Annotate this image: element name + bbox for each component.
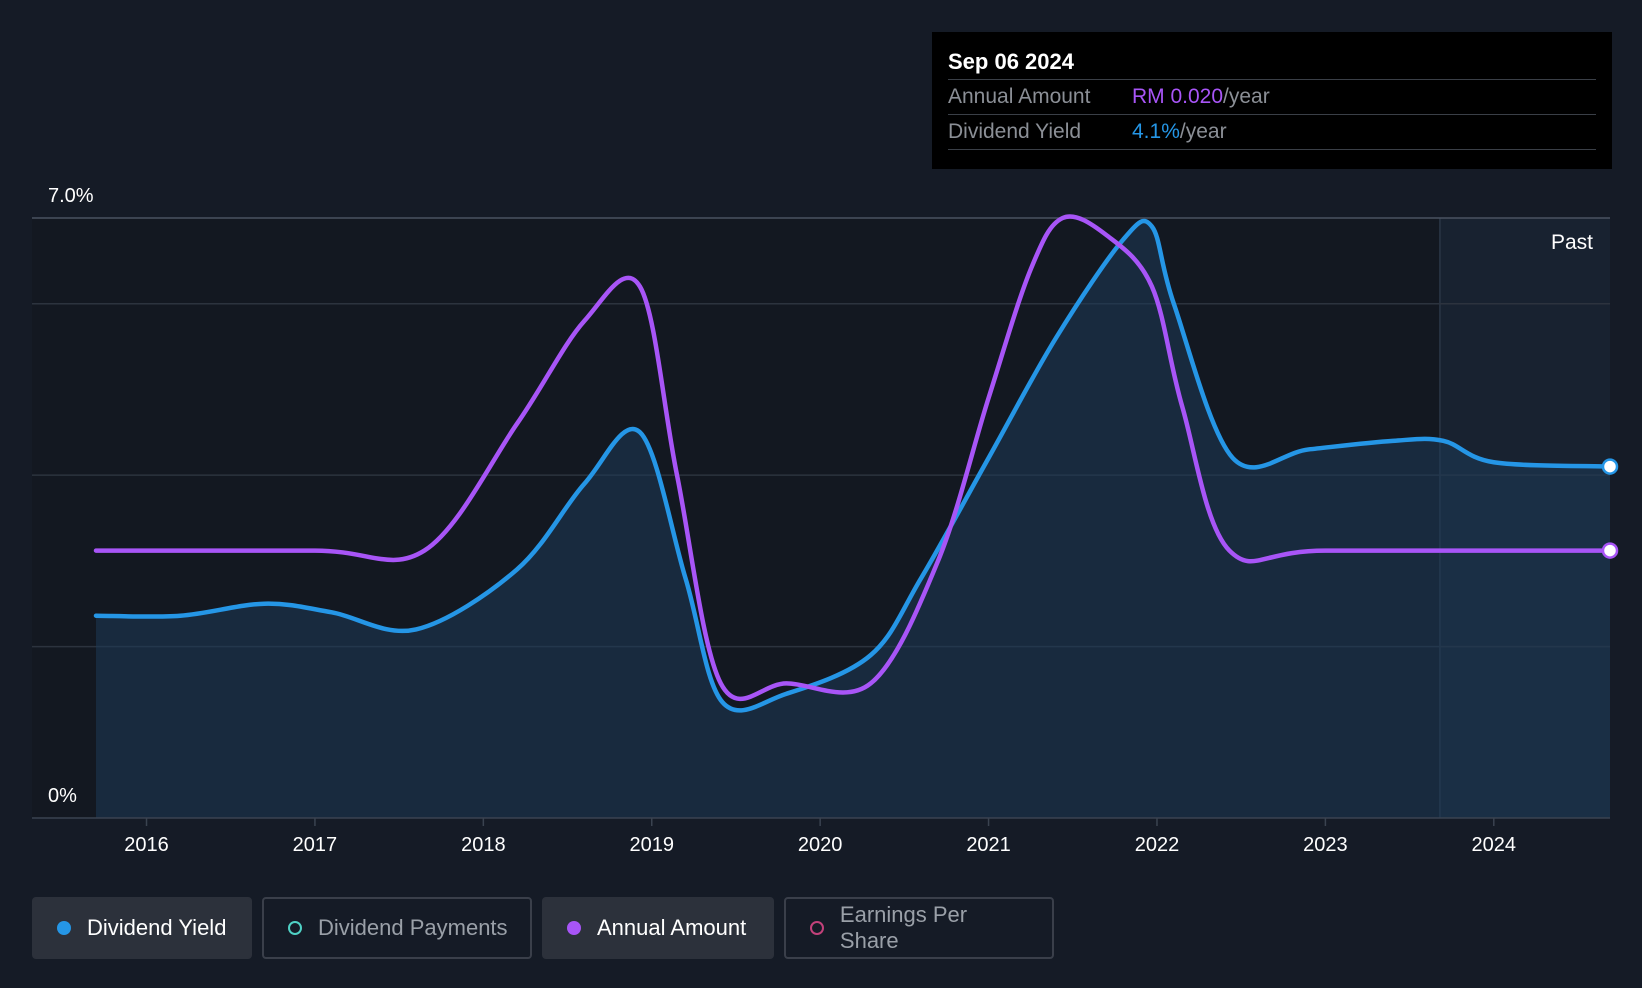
x-axis-ticks: 2016 2017 2018 2019 2020 2021 2022 2023 2024 — [124, 818, 1516, 856]
y-tick-label-top: 7.0% — [48, 185, 94, 207]
legend-dividend-yield-button[interactable]: Dividend Yield — [32, 897, 252, 959]
legend-label: Earnings Per Share — [839, 902, 968, 953]
x-tick-label: 2023 — [1303, 834, 1348, 856]
x-tick-label: 2017 — [293, 834, 338, 856]
legend-label: Dividend Payments — [318, 915, 508, 940]
tooltip-row-dividend-yield: Dividend Yield 4.1% /year — [948, 115, 1596, 150]
tooltip-panel: Sep 06 2024 Annual Amount RM 0.020 /year… — [932, 32, 1612, 169]
tooltip-label: Dividend Yield — [948, 120, 1082, 143]
x-tick-label: 2019 — [630, 834, 675, 856]
x-tick-label: 2018 — [461, 834, 506, 856]
tooltip-value: RM 0.020 — [1132, 85, 1224, 108]
past-label: Past — [1551, 231, 1593, 254]
legend-ring-icon — [288, 921, 302, 935]
annual-amount-end-marker[interactable] — [1601, 542, 1619, 559]
dividend-yield-area — [96, 221, 1610, 819]
legend: Dividend Yield Dividend Payments Annual … — [32, 897, 1054, 959]
x-tick-label: 2022 — [1135, 834, 1180, 856]
legend-dot-icon — [57, 921, 71, 935]
dividend-yield-end-marker[interactable] — [1601, 458, 1619, 475]
legend-label: Annual Amount — [597, 915, 747, 940]
tooltip-date: Sep 06 2024 — [948, 45, 1596, 80]
legend-label: Dividend Yield — [87, 915, 227, 940]
tooltip-value: 4.1% — [1132, 120, 1180, 143]
x-tick-label: 2021 — [966, 834, 1011, 856]
legend-earnings-per-share-button[interactable]: Earnings Per Share — [784, 897, 1054, 959]
tooltip-row-annual-amount: Annual Amount RM 0.020 /year — [948, 80, 1596, 115]
y-tick-label-bottom: 0% — [48, 785, 77, 807]
legend-dividend-payments-button[interactable]: Dividend Payments — [262, 897, 532, 959]
tooltip-unit: /year — [1223, 85, 1270, 108]
x-tick-label: 2020 — [798, 834, 843, 856]
tooltip-label: Annual Amount — [948, 85, 1091, 108]
legend-dot-icon — [567, 921, 581, 935]
tooltip-unit: /year — [1179, 120, 1227, 143]
legend-annual-amount-button[interactable]: Annual Amount — [542, 897, 774, 959]
dividend-yield-line — [93, 218, 1613, 713]
annual-amount-line — [93, 214, 1613, 702]
legend-ring-icon — [810, 921, 824, 935]
x-tick-label: 2016 — [124, 834, 169, 856]
x-tick-label: 2024 — [1472, 834, 1517, 856]
